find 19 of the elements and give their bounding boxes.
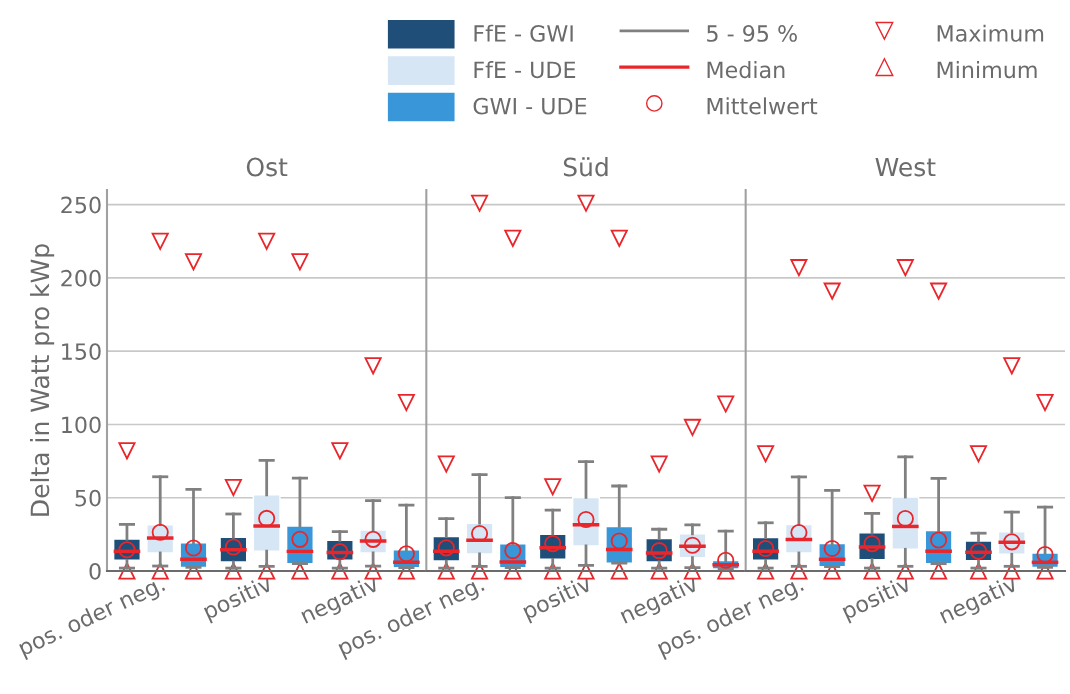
chart-title: West: [875, 157, 936, 177]
y-tick-label: 100: [62, 416, 101, 434]
legend-label: GWI - UDE: [473, 97, 587, 115]
chart-title: Süd: [563, 157, 608, 177]
x-tick-label: pos. oder neg.: [19, 581, 166, 660]
chart-title: Ost: [246, 157, 288, 177]
y-tick-label: 50: [75, 489, 101, 507]
legend-label: FfE - GWI: [474, 24, 573, 42]
text: Median: [707, 61, 785, 79]
text: Minimum: [937, 61, 1037, 79]
y-tick-label: 200: [61, 269, 101, 287]
y-axis-title: Delta in Watt pro kWp: [29, 244, 55, 516]
text: Mittelwert: [707, 97, 818, 115]
y-tick-label: 250: [61, 196, 101, 214]
legend-label: FfE - UDE: [474, 61, 576, 79]
text: 5 - 95 %: [707, 25, 797, 42]
y-tick-label: 150: [62, 343, 101, 360]
text: Maximum: [937, 24, 1044, 42]
y-tick-label: 0: [89, 562, 101, 580]
